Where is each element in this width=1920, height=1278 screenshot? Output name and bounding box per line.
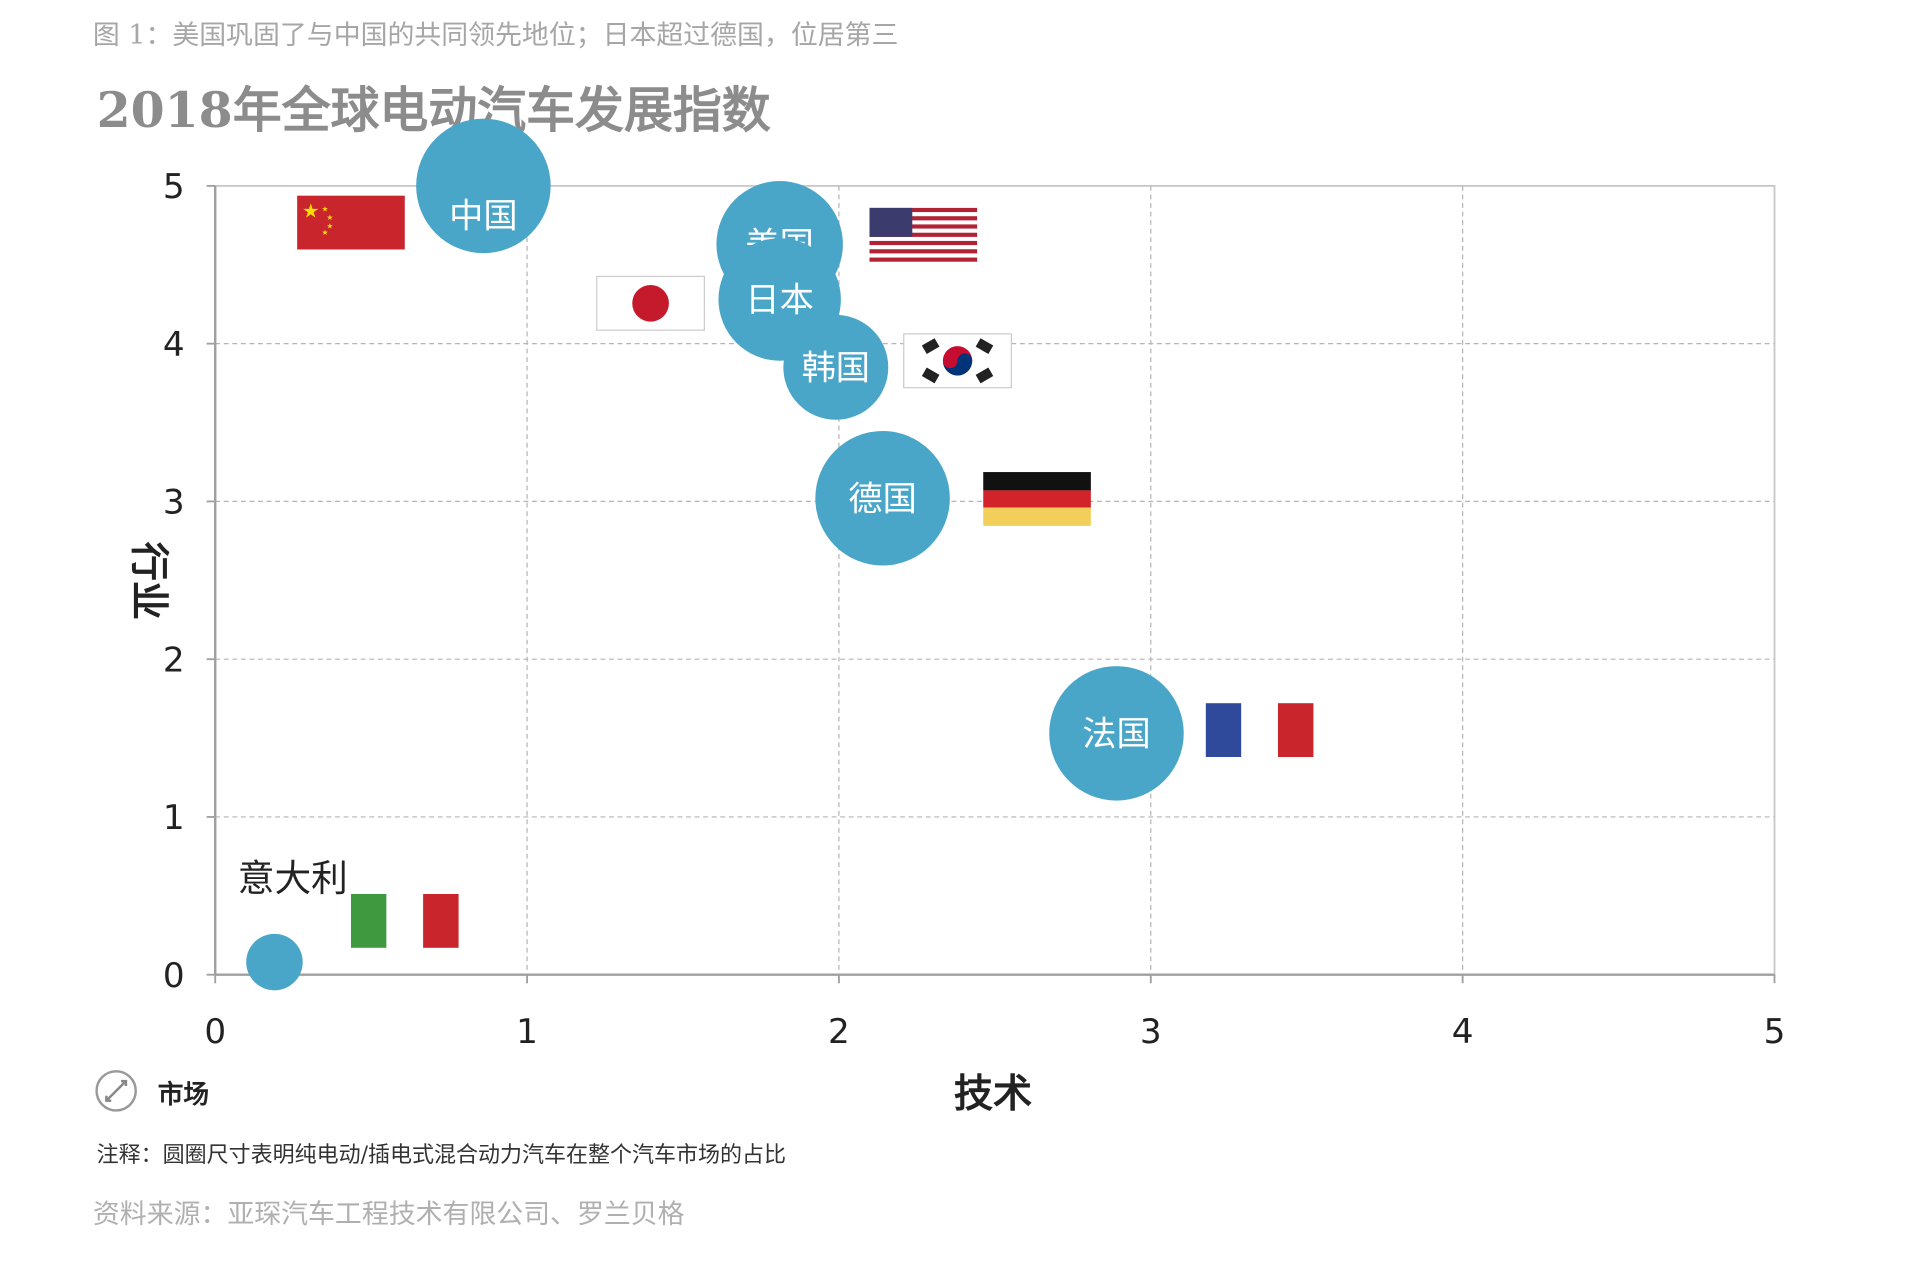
svg-text:★: ★ (302, 202, 320, 223)
svg-text:★: ★ (327, 213, 334, 222)
x-tick-label: 0 (204, 1012, 226, 1052)
figure-caption: 图 1：美国巩固了与中国的共同领先地位；日本超过德国，位居第三 (93, 20, 898, 51)
svg-text:★: ★ (322, 205, 329, 214)
svg-text:★: ★ (327, 222, 334, 231)
chart-source: 资料来源：亚琛汽车工程技术有限公司、罗兰贝格 (93, 1199, 685, 1230)
y-tick-label: 4 (163, 325, 185, 365)
x-tick-label: 5 (1764, 1012, 1786, 1052)
x-tick-label: 1 (516, 1012, 538, 1052)
bubble-label-china: 中国 (449, 196, 517, 236)
x-tick-label: 2 (828, 1012, 850, 1052)
y-tick-label: 1 (163, 798, 185, 838)
bubble-label-italy: 意大利 (238, 857, 348, 900)
y-tick-label: 3 (163, 483, 185, 523)
bubble-korea (783, 314, 889, 420)
legend: 市场 (95, 1070, 209, 1112)
flag-japan (596, 275, 706, 331)
bubble-label-germany: 德国 (848, 479, 916, 519)
bubble-italy (246, 933, 303, 991)
legend-label: 市场 (158, 1079, 209, 1110)
bubble-label-france: 法国 (1082, 715, 1150, 755)
bubble-label-korea: 韩国 (802, 349, 870, 389)
chart-note: 注释：圆圈尺寸表明纯电动/插电式混合动力汽车在整个汽车市场的占比 (97, 1143, 786, 1168)
bubble-label-japan: 日本 (745, 281, 813, 321)
bubbles: 中国美国日本韩国德国法国意大利 (238, 118, 1184, 991)
x-axis-label: 技术 (954, 1072, 1032, 1117)
svg-text:★: ★ (322, 228, 329, 237)
flag-korea (903, 333, 1012, 389)
chart-title: 2018年全球电动汽车发展指数 (97, 81, 771, 139)
y-tick-label: 2 (163, 640, 185, 680)
flag-italy (350, 893, 459, 948)
bubble-china (416, 118, 551, 254)
y-axis-label: 行业 (126, 542, 171, 620)
bubble-france (1049, 666, 1184, 801)
plot-frame (214, 184, 1776, 976)
bubble-size-icon (95, 1070, 137, 1112)
flag-usa (869, 207, 978, 262)
flag-france (1205, 703, 1314, 758)
flag-germany (983, 472, 1091, 526)
flag-china: ★ ★ ★ ★ ★ (297, 195, 405, 250)
bubble-germany (815, 430, 950, 566)
y-tick-label: 5 (163, 167, 185, 207)
grid (206, 184, 1776, 984)
tick-labels: 0 1 2 3 4 5 0 1 2 3 4 5 (163, 167, 1786, 1052)
x-tick-label: 4 (1452, 1012, 1474, 1052)
x-tick-label: 3 (1140, 1012, 1162, 1052)
y-tick-label: 0 (163, 956, 185, 996)
